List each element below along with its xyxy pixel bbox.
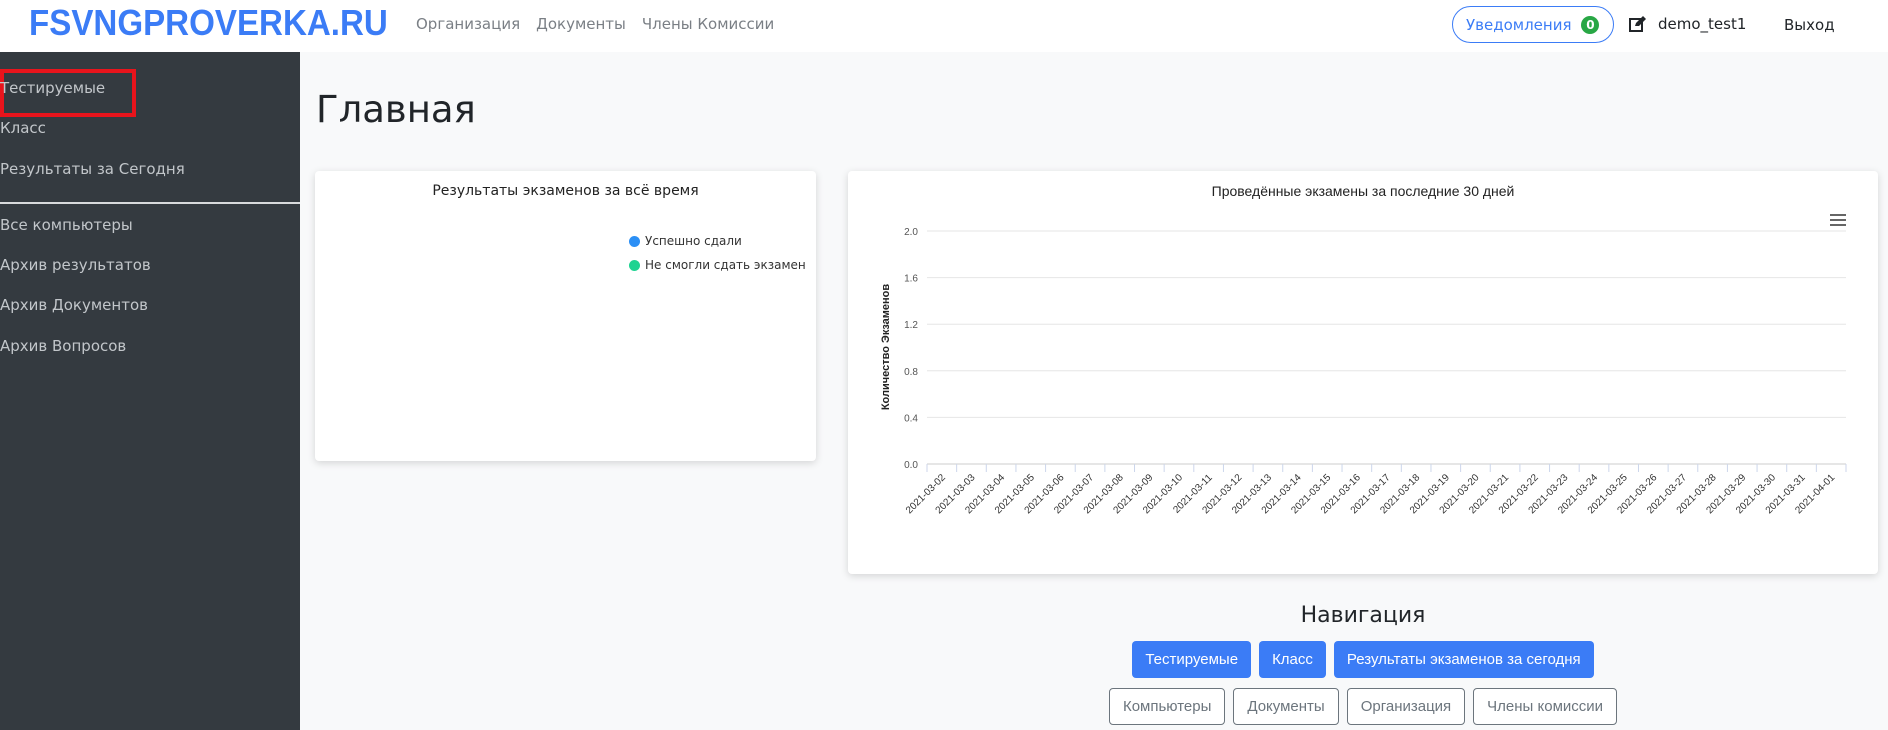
legend-item-passed[interactable]: Успешно сдали: [629, 234, 742, 248]
y-tick-label: 0.4: [904, 413, 918, 424]
exams-line-chart: Проведённые экзамены за последние 30 дне…: [880, 183, 1847, 516]
y-tick-label: 1.2: [904, 320, 918, 331]
username: demo_test1: [1658, 15, 1747, 33]
computers-button[interactable]: Компьютеры: [1108, 688, 1226, 725]
sidebar-divider: [0, 202, 300, 204]
class-button[interactable]: Класс: [1259, 641, 1326, 678]
brand-logo[interactable]: FSVNGPROVERKA.RU: [29, 2, 388, 43]
sidebar-item-class[interactable]: Класс: [0, 119, 46, 137]
sidebar-item-computers[interactable]: Все компьютеры: [0, 216, 133, 234]
sidebar-item-results-archive[interactable]: Архив результатов: [0, 256, 151, 274]
y-tick-label: 2.0: [904, 227, 918, 238]
navbar: FSVNGPROVERKA.RU Организация Документы Ч…: [0, 0, 1888, 52]
y-tick-label: 0.0: [904, 460, 918, 471]
logout-link[interactable]: Выход: [1784, 16, 1835, 34]
exams-chart-card: Проведённые экзамены за последние 30 дне…: [848, 171, 1878, 574]
edit-icon: [1629, 16, 1646, 32]
nav-link-organization[interactable]: Организация: [416, 15, 521, 33]
commission-button[interactable]: Члены комиссии: [1473, 688, 1618, 725]
notifications-button[interactable]: Уведомления 0: [1452, 6, 1614, 43]
today-results-button[interactable]: Результаты экзаменов за сегодня: [1333, 641, 1594, 678]
top-nav: Организация Документы Члены Комиссии: [416, 15, 774, 33]
sidebar-item-documents-archive[interactable]: Архив Документов: [0, 296, 148, 314]
secondary-nav-buttons: Компьютеры Документы Организация Члены к…: [848, 688, 1878, 725]
legend-dot-passed: [629, 235, 640, 247]
sidebar-item-questions-archive[interactable]: Архив Вопросов: [0, 337, 127, 355]
notifications-label: Уведомления: [1466, 15, 1572, 34]
nav-link-documents[interactable]: Документы: [536, 15, 626, 33]
pie-chart-card: Результаты экзаменов за всё время Успешн…: [315, 171, 816, 461]
y-tick-label: 1.6: [904, 274, 918, 285]
nav-link-commission[interactable]: Члены Комиссии: [641, 15, 775, 33]
user-profile-link[interactable]: demo_test1: [1629, 15, 1746, 33]
y-tick-label: 0.8: [904, 367, 918, 378]
sidebar: Тестируемые Класс Результаты за Сегодня …: [0, 52, 300, 730]
sidebar-item-testees[interactable]: Тестируемые: [0, 79, 106, 97]
chart-title: Проведённые экзамены за последние 30 дне…: [1212, 183, 1515, 199]
page-title: Главная: [316, 88, 476, 131]
pie-chart-title: Результаты экзаменов за всё время: [432, 183, 699, 199]
testees-button[interactable]: Тестируемые: [1132, 641, 1252, 678]
legend-dot-failed: [629, 259, 640, 271]
notifications-badge: 0: [1581, 15, 1600, 34]
highlight-box: [0, 69, 136, 117]
primary-nav-buttons: Тестируемые Класс Результаты экзаменов з…: [848, 641, 1878, 678]
legend-label-passed: Успешно сдали: [645, 234, 742, 248]
legend-label-failed: Не смогли сдать экзамен: [645, 258, 806, 272]
sidebar-item-today-results[interactable]: Результаты за Сегодня: [0, 160, 185, 178]
chart-menu-icon[interactable]: [1830, 214, 1846, 226]
legend-item-failed[interactable]: Не смогли сдать экзамен: [629, 258, 806, 272]
organization-button[interactable]: Организация: [1346, 688, 1466, 725]
navigation-heading: Навигация: [1300, 603, 1426, 628]
documents-button[interactable]: Документы: [1233, 688, 1339, 725]
y-axis-title: Количество Экзаменов: [880, 284, 892, 411]
